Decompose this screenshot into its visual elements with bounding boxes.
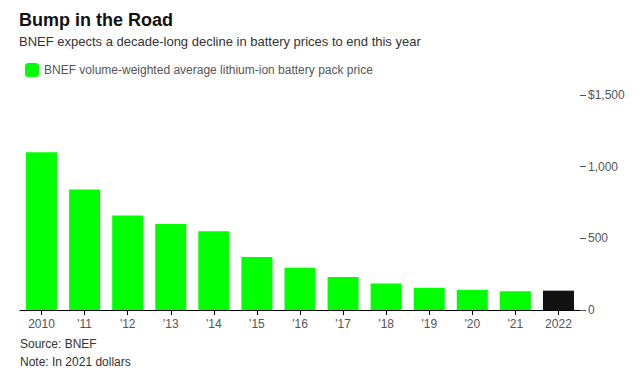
svg-text:Bump in the Road: Bump in the Road [19,10,173,30]
svg-text:'12: '12 [120,317,136,331]
svg-text:Source: BNEF: Source: BNEF [20,337,97,351]
svg-text:'14: '14 [206,317,222,331]
svg-text:1,000: 1,000 [588,160,618,174]
svg-text:2010: 2010 [28,317,55,331]
svg-text:'16: '16 [292,317,308,331]
svg-text:BNEF volume-weighted average l: BNEF volume-weighted average lithium-ion… [44,63,373,77]
svg-text:'20: '20 [464,317,480,331]
svg-text:'18: '18 [378,317,394,331]
svg-text:'11: '11 [77,317,92,331]
svg-text:2022: 2022 [545,317,572,331]
svg-text:'17: '17 [335,317,351,331]
svg-text:'19: '19 [421,317,437,331]
svg-text:Note: In 2021 dollars: Note: In 2021 dollars [20,355,131,369]
svg-text:'15: '15 [249,317,265,331]
svg-text:500: 500 [588,231,608,245]
svg-text:'13: '13 [163,317,179,331]
svg-text:$1,500: $1,500 [588,88,625,102]
svg-text:BNEF expects a decade-long dec: BNEF expects a decade-long decline in ba… [19,34,421,49]
svg-text:'21: '21 [508,317,524,331]
svg-text:0: 0 [588,303,595,317]
